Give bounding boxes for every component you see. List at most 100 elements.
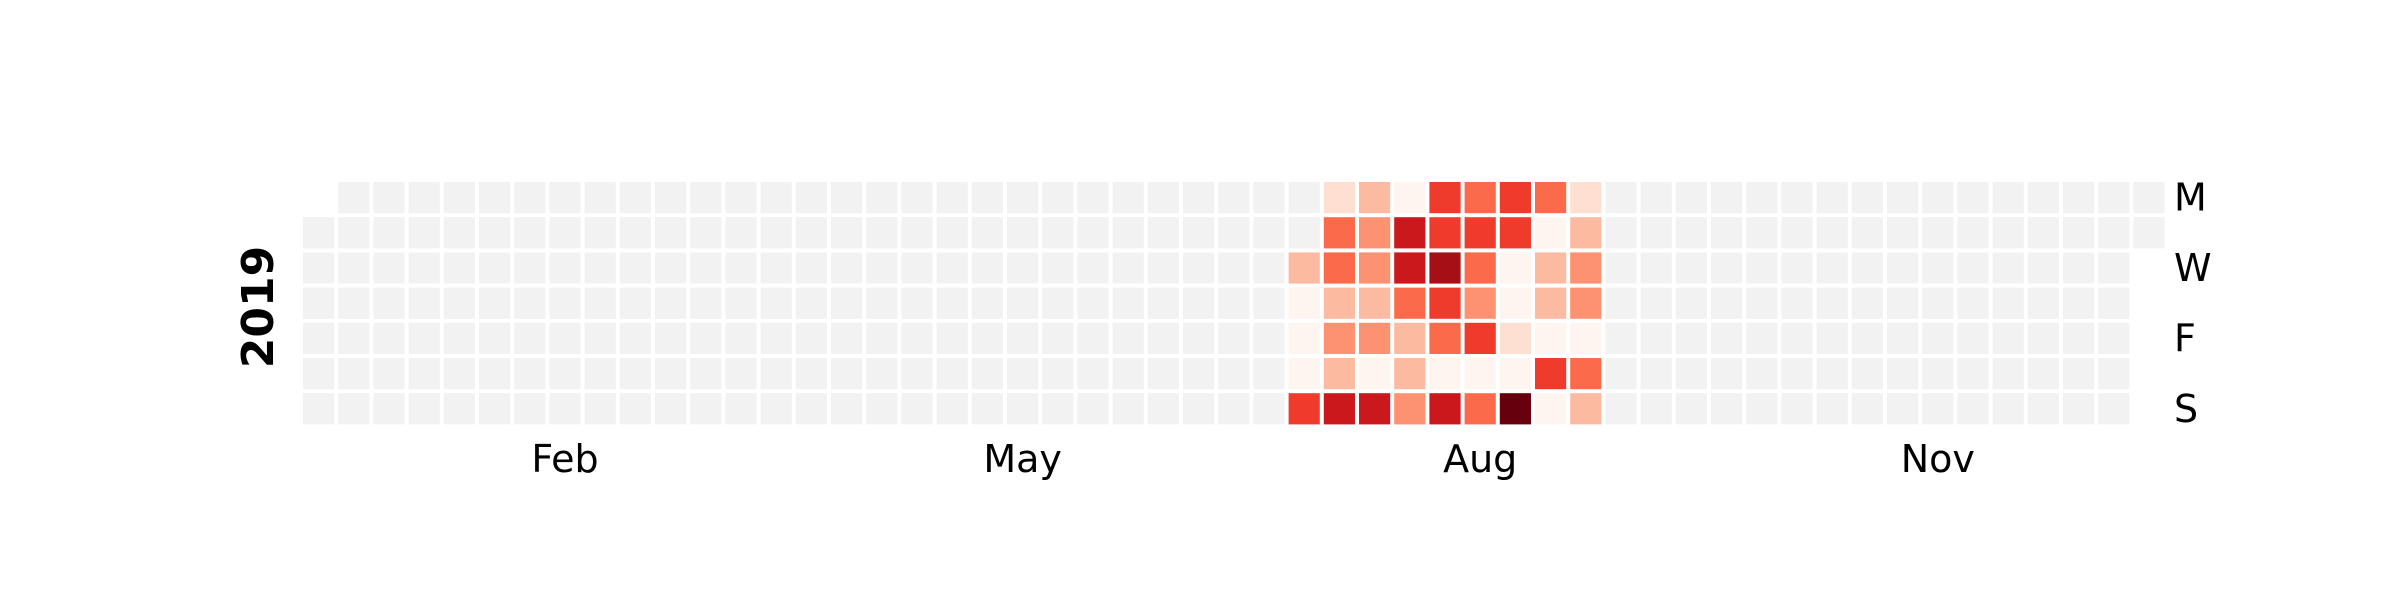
day-cell bbox=[1183, 217, 1215, 249]
day-cell bbox=[1711, 287, 1743, 319]
day-cell bbox=[1816, 393, 1848, 425]
day-cell bbox=[1218, 252, 1250, 284]
day-cell bbox=[1359, 217, 1391, 249]
day-cell bbox=[443, 252, 475, 284]
day-cell bbox=[619, 287, 651, 319]
day-cell bbox=[795, 217, 827, 249]
day-cell bbox=[1394, 252, 1426, 284]
day-cell bbox=[655, 217, 687, 249]
day-cell bbox=[1570, 393, 1602, 425]
day-cell bbox=[866, 182, 898, 214]
day-cell bbox=[373, 217, 405, 249]
day-cell bbox=[1288, 287, 1320, 319]
day-cell bbox=[303, 322, 335, 354]
day-cell bbox=[338, 252, 370, 284]
day-cell bbox=[584, 182, 616, 214]
day-cell bbox=[584, 393, 616, 425]
day-cell bbox=[1112, 252, 1144, 284]
day-cell bbox=[690, 393, 722, 425]
day-cell bbox=[584, 358, 616, 390]
day-cell bbox=[831, 358, 863, 390]
day-cell bbox=[1253, 287, 1285, 319]
day-cell bbox=[1323, 322, 1355, 354]
day-cell bbox=[1957, 358, 1989, 390]
day-cell bbox=[408, 252, 440, 284]
day-cell bbox=[2027, 182, 2059, 214]
day-cell bbox=[1851, 217, 1883, 249]
day-cell bbox=[514, 287, 546, 319]
day-cell bbox=[1077, 287, 1109, 319]
day-cell bbox=[2063, 393, 2095, 425]
day-cell bbox=[1288, 252, 1320, 284]
day-cell bbox=[2133, 217, 2165, 249]
day-cell bbox=[1429, 322, 1461, 354]
day-cell bbox=[549, 287, 581, 319]
day-cell bbox=[760, 252, 792, 284]
day-cell bbox=[1605, 217, 1637, 249]
day-cell bbox=[514, 217, 546, 249]
day-cell bbox=[690, 217, 722, 249]
day-cell bbox=[1605, 287, 1637, 319]
day-cell bbox=[373, 252, 405, 284]
day-cell bbox=[2027, 393, 2059, 425]
month-label-nov: Nov bbox=[1901, 437, 1975, 481]
day-cell bbox=[1957, 393, 1989, 425]
day-cell bbox=[831, 182, 863, 214]
day-cell bbox=[2063, 252, 2095, 284]
day-cell bbox=[1007, 393, 1039, 425]
day-cell bbox=[1887, 217, 1919, 249]
day-cell bbox=[795, 358, 827, 390]
day-cell bbox=[549, 182, 581, 214]
day-cell bbox=[1218, 217, 1250, 249]
day-cell bbox=[1499, 322, 1531, 354]
day-cell bbox=[338, 322, 370, 354]
day-cell bbox=[936, 287, 968, 319]
day-cell bbox=[866, 322, 898, 354]
day-cell bbox=[1992, 217, 2024, 249]
day-cell bbox=[1640, 217, 1672, 249]
day-cell bbox=[971, 252, 1003, 284]
day-cell bbox=[479, 358, 511, 390]
day-cell bbox=[2098, 217, 2130, 249]
day-cell bbox=[1499, 358, 1531, 390]
day-cell bbox=[1816, 182, 1848, 214]
day-cell bbox=[1746, 182, 1778, 214]
day-cell bbox=[1499, 217, 1531, 249]
day-cell bbox=[1640, 287, 1672, 319]
day-cell bbox=[2027, 287, 2059, 319]
day-cell bbox=[1746, 217, 1778, 249]
day-cell bbox=[1711, 393, 1743, 425]
day-cell bbox=[1992, 182, 2024, 214]
day-cell bbox=[1781, 358, 1813, 390]
heatmap-cells bbox=[303, 182, 2165, 425]
month-label-aug: Aug bbox=[1443, 437, 1517, 481]
day-cell bbox=[725, 322, 757, 354]
day-cell bbox=[1887, 322, 1919, 354]
day-cell bbox=[1851, 358, 1883, 390]
day-cell bbox=[1218, 322, 1250, 354]
weekday-label-6: S bbox=[2174, 387, 2198, 431]
day-cell bbox=[303, 393, 335, 425]
day-cell bbox=[1429, 287, 1461, 319]
day-cell bbox=[1746, 252, 1778, 284]
day-cell bbox=[1535, 182, 1567, 214]
day-cell bbox=[1570, 358, 1602, 390]
day-cell bbox=[1570, 322, 1602, 354]
day-cell bbox=[971, 287, 1003, 319]
year-label: 2019 bbox=[233, 246, 284, 368]
day-cell bbox=[1323, 252, 1355, 284]
day-cell bbox=[1922, 217, 1954, 249]
day-cell bbox=[1183, 182, 1215, 214]
day-cell bbox=[1359, 252, 1391, 284]
day-cell bbox=[584, 252, 616, 284]
day-cell bbox=[1007, 252, 1039, 284]
day-cell bbox=[1605, 252, 1637, 284]
day-cell bbox=[1253, 252, 1285, 284]
day-cell bbox=[795, 252, 827, 284]
day-cell bbox=[1288, 393, 1320, 425]
day-cell bbox=[831, 252, 863, 284]
day-cell bbox=[1957, 217, 1989, 249]
day-cell bbox=[1288, 182, 1320, 214]
day-cell bbox=[1957, 287, 1989, 319]
